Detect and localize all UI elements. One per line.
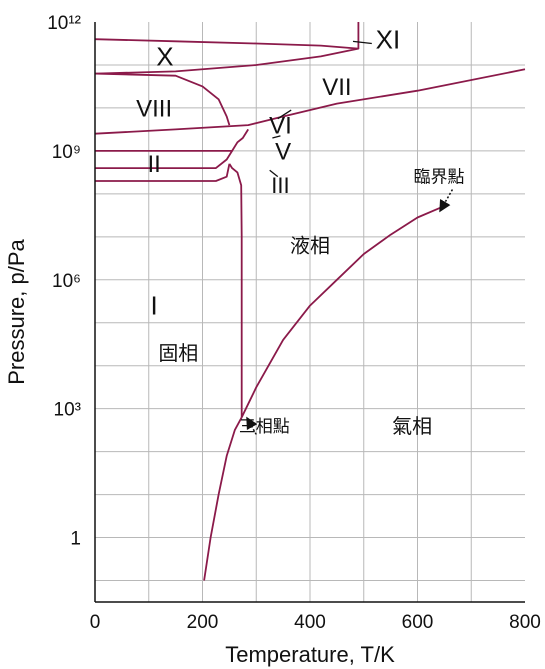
y-tick-label: 10³ — [54, 400, 81, 421]
phase-label: X — [156, 41, 173, 71]
phase-label: VIII — [136, 95, 172, 122]
y-tick-label: 10¹² — [47, 13, 81, 34]
y-tick-label: 10⁹ — [52, 142, 81, 163]
boundary-sublimation — [203, 416, 243, 581]
boundary-VIII-VI — [94, 72, 231, 126]
x-tick-label: 600 — [402, 612, 434, 633]
boundary-VI-VII — [94, 68, 526, 135]
leader-line — [352, 40, 372, 45]
y-tick-label: 10⁶ — [52, 271, 81, 292]
phase-label: 氣相 — [392, 414, 432, 438]
phase-label: 固相 — [158, 341, 198, 365]
boundary-vaporization — [240, 205, 444, 418]
axes: 0 200 400 600 800 1 10³ 10⁶ 10⁹ 10¹² — [47, 13, 541, 633]
x-tick-label: 200 — [187, 612, 219, 633]
phase-label: 臨界點 — [414, 168, 465, 188]
boundary-melting — [228, 163, 243, 418]
leader-line — [269, 169, 279, 178]
phase-label: I — [151, 291, 158, 321]
x-axis-label: Temperature, T/K — [225, 642, 395, 667]
x-tick-label: 0 — [90, 612, 101, 633]
phase-label: III — [271, 173, 289, 198]
grid — [95, 22, 525, 602]
boundary-X-XI — [94, 38, 360, 75]
leader-line — [272, 135, 281, 139]
phase-label: 液相 — [290, 233, 330, 257]
leader-line — [277, 109, 292, 120]
boundary-II-III — [95, 150, 233, 169]
phase-label: V — [275, 138, 291, 165]
phase-label: II — [147, 151, 160, 178]
phase-boundaries — [94, 22, 526, 581]
y-tick-label: 1 — [70, 529, 81, 550]
x-tick-label: 400 — [294, 612, 326, 633]
x-tick-label: 800 — [509, 612, 541, 633]
phase-label: XI — [376, 24, 401, 54]
phase-label: 三相點 — [239, 417, 290, 437]
phase-label: VI — [269, 113, 292, 140]
phase-label: VII — [322, 74, 351, 101]
boundary-I-III — [95, 163, 231, 182]
y-axis-label: Pressure, p/Pa — [4, 238, 29, 384]
boundary-II-V — [95, 128, 249, 152]
triple-point-arrow — [246, 416, 258, 435]
